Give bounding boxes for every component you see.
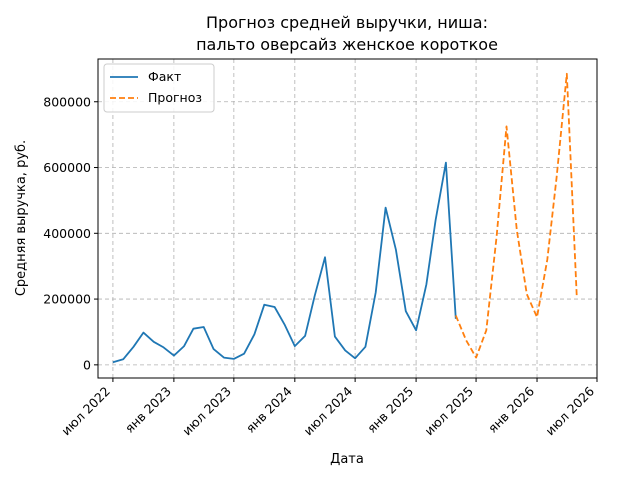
legend: Факт Прогноз <box>103 63 215 113</box>
y-axis: 0 200000 400000 600000 800000 <box>43 94 98 372</box>
x-axis-label: Дата <box>330 452 364 467</box>
legend-label-fact: Факт <box>148 69 181 84</box>
legend-box <box>103 63 215 113</box>
chart-title-line-2: пальто оверсайз женское короткое <box>196 35 498 54</box>
y-tick-label: 400000 <box>43 226 91 241</box>
chart-title-line-1: Прогноз средней выручки, ниша: <box>206 13 488 32</box>
y-tick-label: 0 <box>83 357 91 372</box>
y-tick-label: 600000 <box>43 160 91 175</box>
series-layer <box>112 72 578 364</box>
y-tick-label: 200000 <box>43 292 91 307</box>
series-line-fact <box>112 161 457 364</box>
y-axis-label: Средняя выручка, руб. <box>14 140 29 296</box>
grid-lines <box>98 59 598 378</box>
series-line-forecast <box>454 72 578 359</box>
y-tick-label: 800000 <box>43 94 91 109</box>
legend-label-forecast: Прогноз <box>148 90 202 105</box>
plot-frame <box>97 58 598 379</box>
